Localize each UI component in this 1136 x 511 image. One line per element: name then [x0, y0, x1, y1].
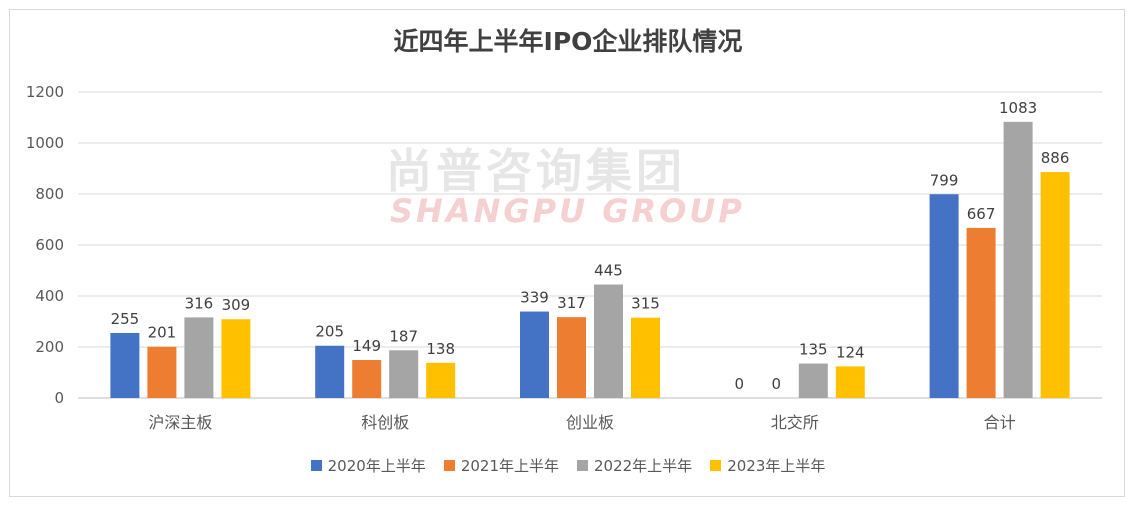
- legend-swatch: [710, 460, 722, 471]
- watermark-en: SHANGPU GROUP: [390, 192, 745, 230]
- legend-label: 2022年上半年: [594, 457, 693, 475]
- bar: [520, 311, 549, 398]
- bar: [221, 319, 251, 398]
- data-label: 124: [836, 343, 865, 361]
- data-label: 799: [930, 171, 959, 189]
- bar: [184, 317, 214, 398]
- bar: [110, 332, 140, 398]
- bar: [835, 366, 865, 398]
- legend-label: 2020年上半年: [327, 457, 426, 475]
- y-tick-label: 400: [35, 287, 64, 305]
- x-tick-label: 合计: [984, 413, 1016, 432]
- legend: 2020年上半年 2021年上半年 2022年上半年 2023年上半年: [0, 455, 1136, 476]
- legend-item: 2022年上半年: [577, 455, 692, 476]
- data-label: 149: [352, 337, 381, 355]
- legend-label: 2023年上半年: [727, 457, 826, 475]
- data-label: 205: [315, 323, 344, 341]
- bar: [1040, 172, 1070, 398]
- data-label: 0: [772, 375, 782, 393]
- bar: [631, 317, 660, 398]
- data-label: 309: [222, 296, 251, 314]
- bar: [147, 346, 177, 398]
- bar: [1003, 121, 1033, 399]
- bar: [557, 317, 586, 398]
- y-tick-label: 600: [35, 236, 64, 254]
- data-label: 315: [631, 295, 660, 313]
- legend-item: 2021年上半年: [443, 455, 559, 476]
- legend-swatch: [443, 460, 455, 471]
- bar: [426, 362, 456, 398]
- legend-swatch: [310, 460, 322, 471]
- x-tick-label: 科创板: [361, 413, 409, 432]
- legend-label: 2021年上半年: [460, 457, 559, 475]
- y-tick-label: 1200: [26, 83, 64, 101]
- bar: [594, 284, 623, 398]
- x-tick-label: 沪深主板: [148, 413, 212, 432]
- data-label: 667: [967, 205, 996, 223]
- y-tick-label: 1000: [26, 134, 64, 152]
- bar: [798, 363, 828, 398]
- bar: [389, 350, 419, 398]
- data-label: 201: [148, 324, 177, 342]
- chart-title: 近四年上半年IPO企业排队情况: [393, 27, 743, 56]
- y-tick-label: 0: [54, 389, 64, 407]
- x-tick-label: 北交所: [771, 413, 819, 432]
- y-tick-label: 200: [35, 338, 64, 356]
- legend-swatch: [577, 460, 588, 471]
- y-tick-label: 800: [35, 185, 64, 203]
- watermark-cn: 尚普咨询集团: [386, 144, 686, 198]
- data-label: 135: [799, 341, 828, 359]
- legend-item: 2023年上半年: [710, 455, 825, 476]
- data-label: 339: [520, 289, 549, 307]
- data-label: 187: [389, 327, 418, 345]
- data-label: 138: [426, 340, 455, 358]
- data-label: 316: [185, 294, 214, 312]
- bar: [929, 194, 959, 398]
- bar: [966, 227, 996, 398]
- data-label: 445: [594, 262, 623, 280]
- bar: [352, 360, 382, 398]
- data-label: 886: [1041, 149, 1070, 167]
- data-label: 0: [735, 375, 745, 393]
- bar: [315, 345, 345, 398]
- data-label: 1083: [999, 99, 1037, 117]
- legend-item: 2020年上半年: [310, 455, 426, 476]
- x-tick-label: 创业板: [566, 413, 614, 432]
- data-label: 255: [111, 310, 140, 328]
- data-label: 317: [557, 294, 586, 312]
